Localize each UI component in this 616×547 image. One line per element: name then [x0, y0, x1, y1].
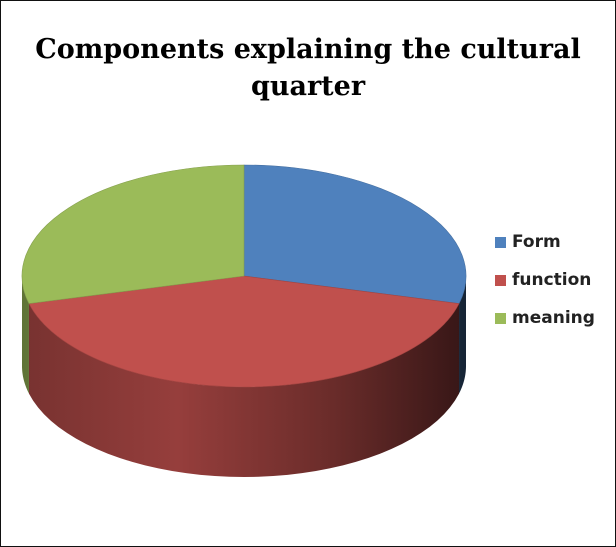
- legend-item-form: Form: [495, 231, 613, 253]
- legend-label: meaning: [512, 308, 595, 328]
- pie-side-form: [459, 276, 466, 394]
- chart-title: Components explaining the cultural quart…: [35, 34, 581, 102]
- legend-swatch: [495, 274, 506, 286]
- pie-slice-form: [243, 164, 467, 304]
- pie-side-meaning: [22, 276, 29, 394]
- pie-slice-meaning: [21, 164, 245, 304]
- pie-side-function: [28, 303, 460, 477]
- legend-label: Form: [512, 232, 561, 252]
- pie-slice-function: [28, 275, 460, 388]
- chart-legend: Form function meaning: [495, 231, 613, 345]
- legend-item-meaning: meaning: [495, 307, 613, 329]
- legend-item-function: function: [495, 269, 613, 291]
- legend-label: function: [512, 270, 592, 290]
- legend-swatch: [495, 312, 506, 324]
- legend-swatch: [495, 236, 506, 248]
